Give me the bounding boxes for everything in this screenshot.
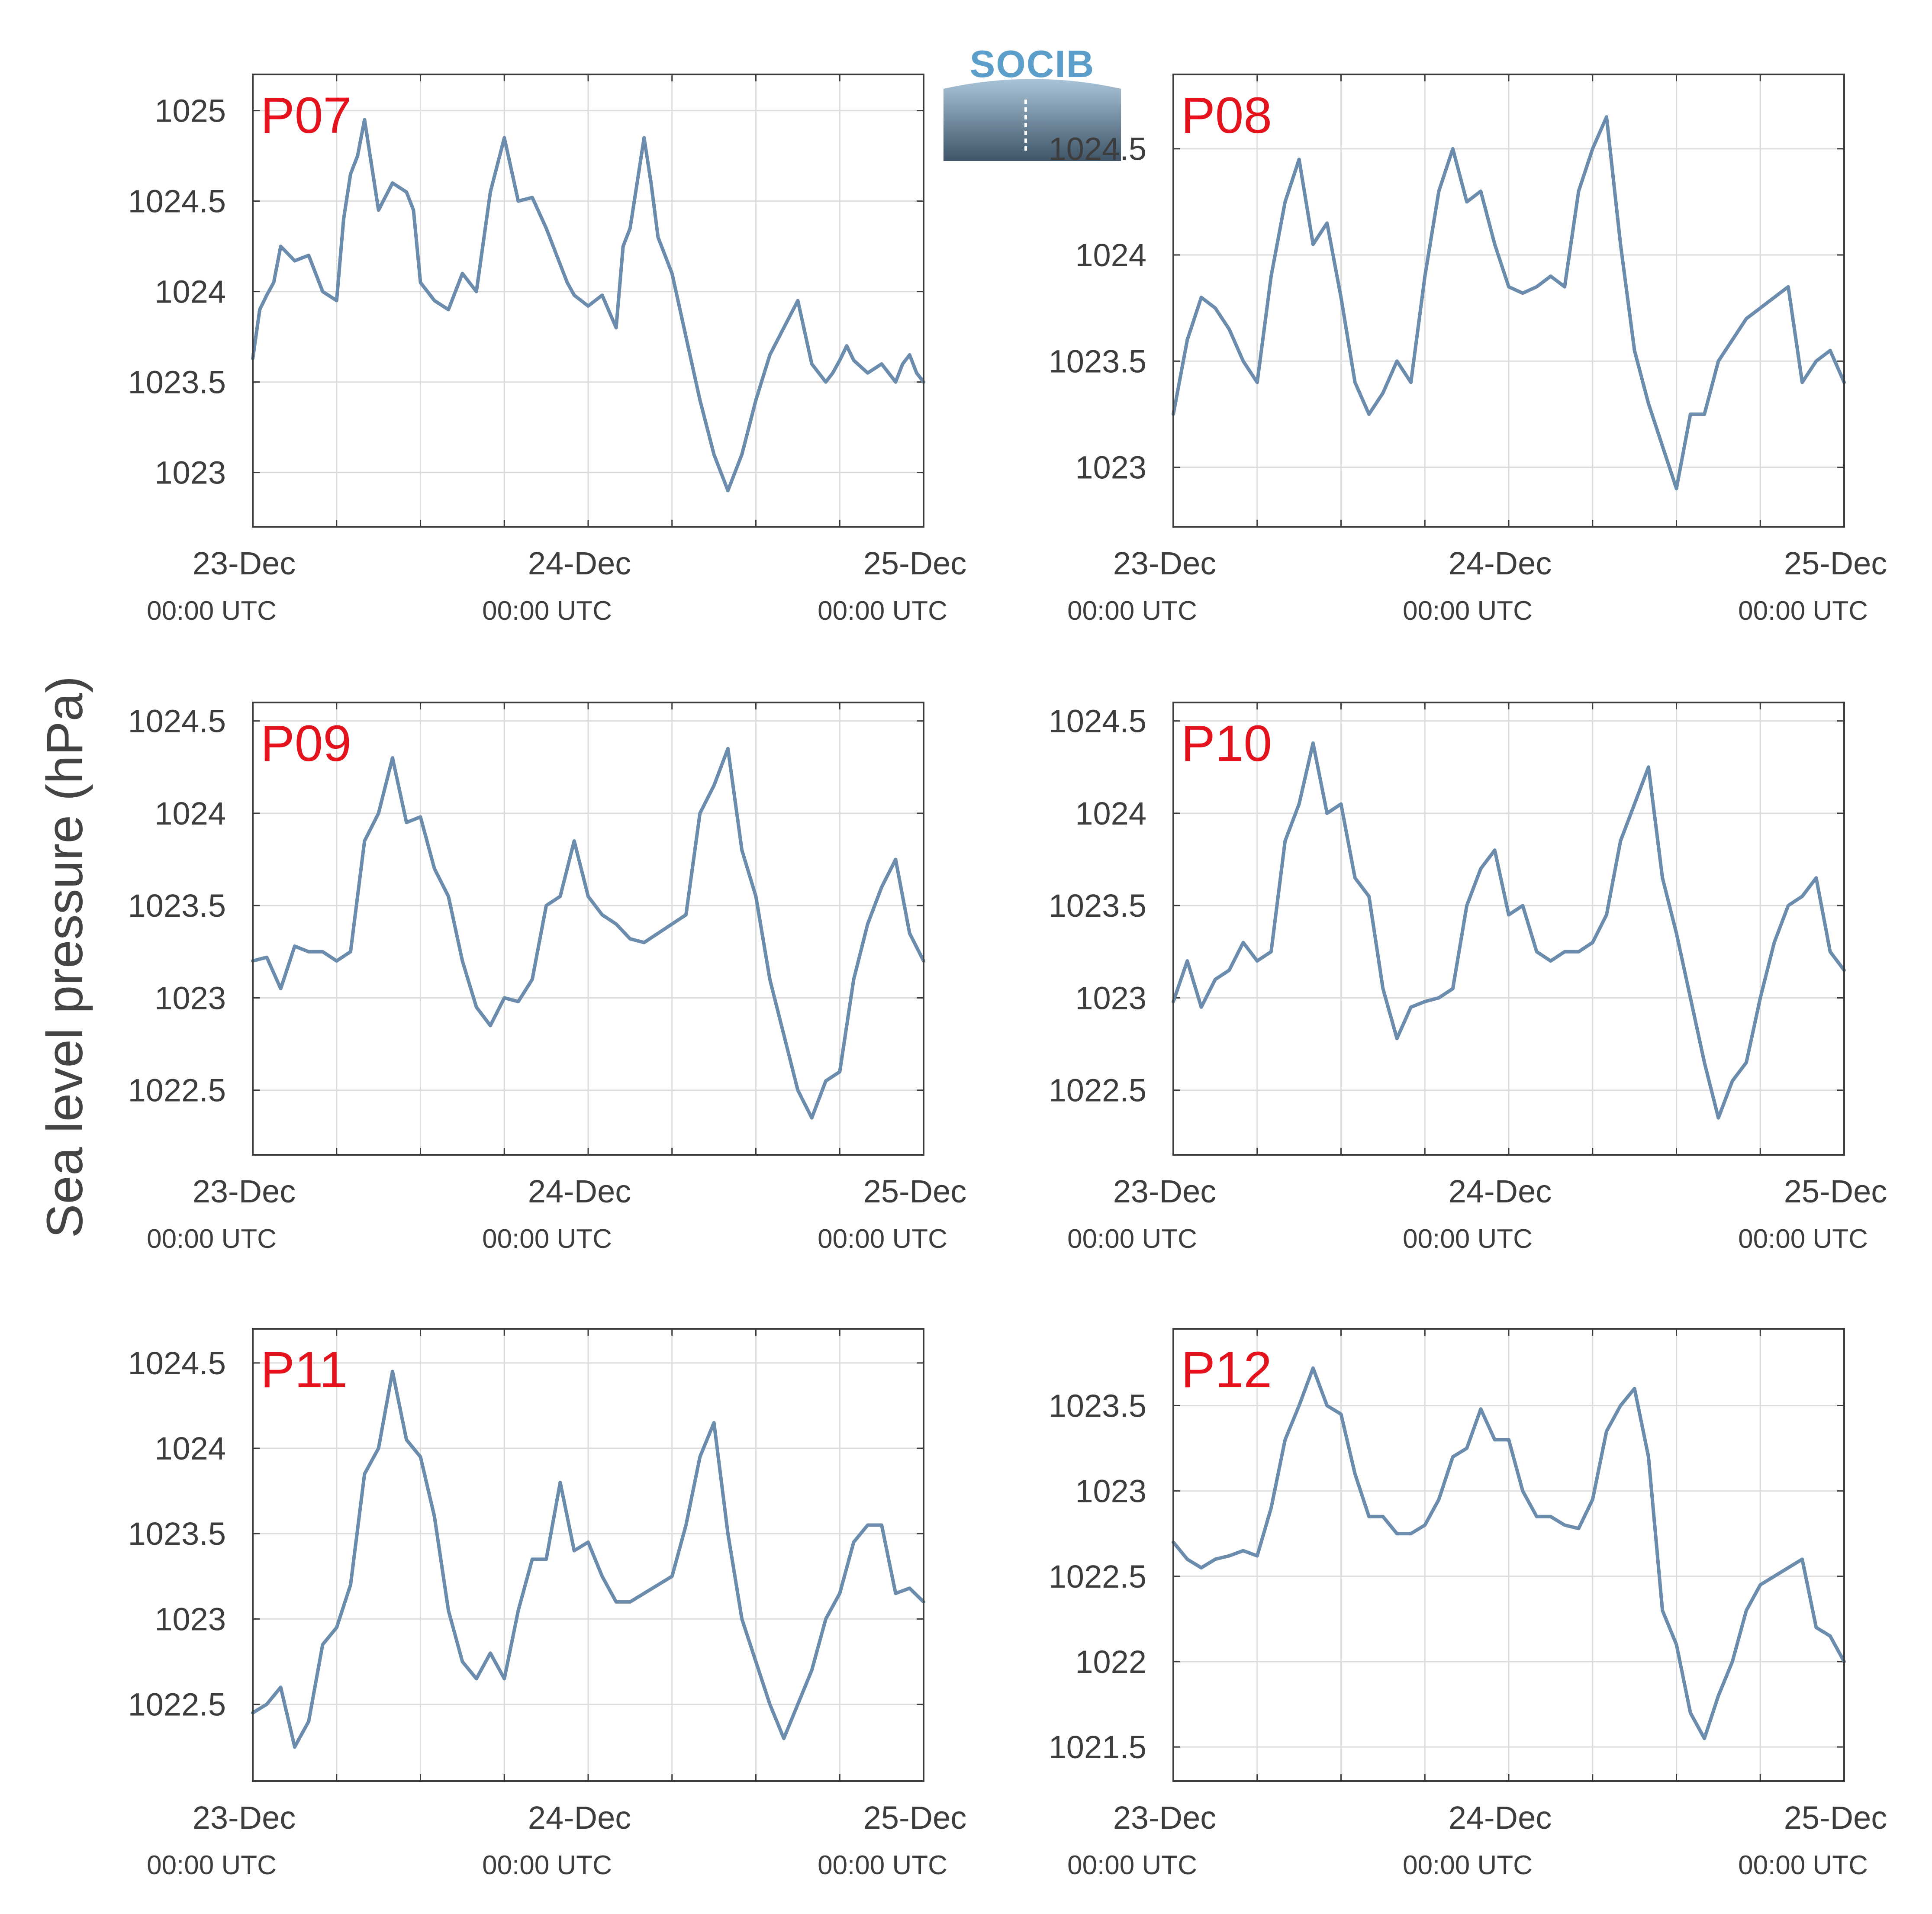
pressure-series-line — [1172, 1366, 1846, 1740]
panel-label: P11 — [261, 1341, 348, 1398]
y-tick-label: 1023.5 — [128, 888, 226, 924]
y-tick-label: 1022.5 — [128, 1073, 226, 1108]
y-tick-label: 1023.5 — [1049, 1388, 1146, 1424]
x-tick-sublabel: 00:00 UTC — [147, 1224, 277, 1254]
panel-label: P12 — [1181, 1341, 1272, 1398]
y-tick-label: 1024 — [1075, 237, 1146, 273]
y-tick-label: 1024 — [155, 1431, 226, 1466]
x-tick-label: 24-Dec — [528, 1173, 631, 1209]
x-tick-sublabel: 00:00 UTC — [1738, 1850, 1868, 1880]
x-tick-sublabel: 00:00 UTC — [147, 1850, 277, 1880]
x-tick-sublabel: 00:00 UTC — [818, 1850, 947, 1880]
chart-panel-p12: 1021.5 1022 1022.5 1023 1023.5 23-Dec 00:00 UT… — [1049, 1328, 1887, 1880]
x-tick-sublabel: 00:00 UTC — [147, 596, 277, 626]
pressure-series-line — [1172, 115, 1846, 490]
plot-frame — [252, 74, 924, 528]
y-tick-label: 1023 — [155, 455, 226, 491]
x-tick-label: 23-Dec — [193, 545, 296, 581]
x-tick-label: 25-Dec — [863, 1173, 967, 1209]
x-tick-sublabel: 00:00 UTC — [1403, 1850, 1533, 1880]
y-tick-label: 1022.5 — [128, 1687, 226, 1723]
y-tick-label: 1024 — [155, 274, 226, 310]
chart-panel-p07: 1023 1023.5 1024 1024.5 1025 23-Dec 00:00 UTC 2… — [128, 74, 967, 626]
chart-panel-p09: 1022.5 1023 1023.5 1024 1024.5 23-Dec 00:00 UT… — [128, 702, 967, 1254]
y-tick-label: 1024 — [155, 796, 226, 831]
panel-label: P10 — [1181, 715, 1272, 772]
x-tick-sublabel: 00:00 UTC — [1738, 1224, 1868, 1254]
y-tick-label: 1022.5 — [1049, 1073, 1146, 1108]
y-tick-label: 1023.5 — [1049, 888, 1146, 924]
x-tick-sublabel: 00:00 UTC — [482, 1850, 612, 1880]
chart-panel-p11: 1022.5 1023 1023.5 1024 1024.5 23-Dec 00:00 UT… — [128, 1328, 967, 1880]
y-tick-label: 1023 — [155, 1601, 226, 1637]
y-tick-label: 1022 — [1075, 1644, 1146, 1680]
x-tick-label: 24-Dec — [1449, 1800, 1552, 1836]
plot-frame — [1172, 702, 1845, 1156]
x-tick-sublabel: 00:00 UTC — [482, 1224, 612, 1254]
x-tick-label: 23-Dec — [1113, 1800, 1217, 1836]
y-tick-label: 1023.5 — [1049, 343, 1146, 379]
y-axis-label: Sea level pressure (hPa) — [36, 676, 93, 1238]
y-tick-label: 1023.5 — [128, 1516, 226, 1552]
y-tick-label: 1024.5 — [128, 184, 226, 219]
x-tick-label: 25-Dec — [1784, 545, 1887, 581]
x-tick-label: 25-Dec — [1784, 1800, 1887, 1836]
x-tick-label: 25-Dec — [1784, 1173, 1887, 1209]
x-tick-label: 24-Dec — [528, 545, 631, 581]
y-tick-label: 1024.5 — [1049, 131, 1146, 167]
logo-text: SOCIB — [970, 42, 1095, 85]
x-tick-sublabel: 00:00 UTC — [1067, 1850, 1197, 1880]
x-tick-sublabel: 00:00 UTC — [482, 596, 612, 626]
panel-label: P08 — [1181, 87, 1272, 144]
x-tick-sublabel: 00:00 UTC — [1738, 596, 1868, 626]
x-tick-sublabel: 00:00 UTC — [818, 1224, 947, 1254]
x-tick-label: 24-Dec — [1449, 1173, 1552, 1209]
y-tick-label: 1023 — [1075, 980, 1146, 1016]
x-tick-label: 24-Dec — [1449, 545, 1552, 581]
panels-container: 1023 1023.5 1024 1024.5 1025 23-Dec 00:00 UTC 2… — [128, 74, 1887, 1880]
y-tick-label: 1022.5 — [1049, 1559, 1146, 1595]
y-tick-label: 1024.5 — [1049, 703, 1146, 739]
x-tick-sublabel: 00:00 UTC — [1067, 1224, 1197, 1254]
plot-frame — [1172, 74, 1845, 528]
x-tick-label: 25-Dec — [863, 1800, 967, 1836]
chart-panel-p08: 1023 1023.5 1024 1024.5 23-Dec 00:00 UTC 24-De… — [1049, 74, 1887, 626]
y-tick-label: 1023.5 — [128, 364, 226, 400]
pressure-series-line — [251, 747, 925, 1120]
y-tick-label: 1023 — [1075, 1473, 1146, 1509]
x-tick-sublabel: 00:00 UTC — [818, 596, 947, 626]
x-tick-sublabel: 00:00 UTC — [1403, 596, 1533, 626]
x-tick-label: 23-Dec — [1113, 1173, 1217, 1209]
pressure-series-line — [251, 1369, 925, 1749]
y-tick-label: 1024.5 — [128, 703, 226, 739]
x-tick-sublabel: 00:00 UTC — [1067, 596, 1197, 626]
plot-frame — [252, 702, 924, 1156]
socib-logo: SOCIB — [943, 42, 1121, 161]
x-tick-label: 25-Dec — [863, 545, 967, 581]
y-tick-label: 1024.5 — [128, 1345, 226, 1381]
y-tick-label: 1023 — [1075, 450, 1146, 486]
x-tick-label: 23-Dec — [193, 1800, 296, 1836]
y-tick-label: 1023 — [155, 980, 226, 1016]
x-tick-label: 23-Dec — [1113, 545, 1217, 581]
y-tick-label: 1024 — [1075, 796, 1146, 831]
panel-label: P07 — [261, 87, 351, 144]
panel-label: P09 — [261, 715, 351, 772]
pressure-series-line — [1172, 741, 1846, 1120]
y-tick-label: 1021.5 — [1049, 1729, 1146, 1765]
x-tick-sublabel: 00:00 UTC — [1403, 1224, 1533, 1254]
x-tick-label: 24-Dec — [528, 1800, 631, 1836]
plot-frame — [252, 1328, 924, 1782]
y-tick-label: 1025 — [155, 93, 226, 129]
x-tick-label: 23-Dec — [193, 1173, 296, 1209]
plot-frame — [1172, 1328, 1845, 1782]
logo-wave — [943, 79, 1121, 161]
pressure-series-line — [251, 118, 925, 493]
chart-panel-p10: 1022.5 1023 1023.5 1024 1024.5 23-Dec 00:00 UT… — [1049, 702, 1887, 1254]
